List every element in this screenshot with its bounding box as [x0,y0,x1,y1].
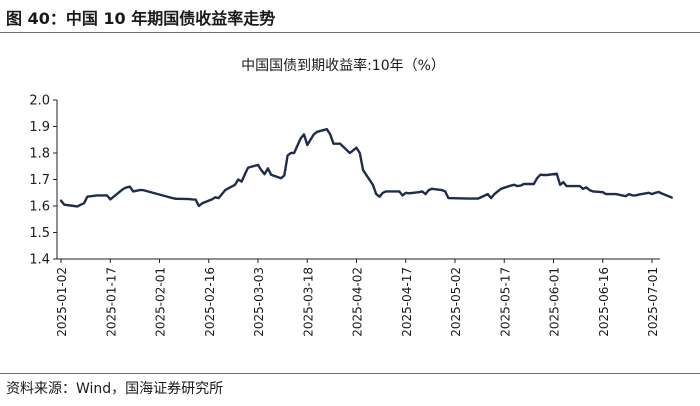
x-tick-label: 2025-06-16 [597,267,611,337]
y-tick-label: 1.5 [29,226,50,241]
figure-title: 图 40：中国 10 年期国债收益率走势 [6,9,276,28]
y-tick-label: 1.7 [29,173,50,188]
y-tick-label: 1.4 [29,253,50,268]
x-tick-label: 2025-05-02 [449,267,463,337]
source-note: 资料来源：Wind，国海证券研究所 [6,381,224,397]
y-axis-ticks: 1.4 1.5 1.6 1.7 1.8 1.9 2.0 [29,94,57,268]
x-tick-label: 2025-04-02 [351,267,365,337]
x-tick-label: 2025-07-01 [646,267,660,337]
x-tick-label: 2025-05-17 [498,267,512,337]
y-tick-label: 1.9 [29,120,50,135]
x-tick-label: 2025-06-01 [548,267,562,337]
footer-divider [0,373,700,374]
x-tick-label: 2025-02-16 [203,267,217,337]
y-tick-label: 1.6 [29,200,50,215]
line-chart: 中国国债到期收益率:10年（%） 1.4 1.5 1.6 1.7 1.8 1.9 2.0 2… [29,57,673,337]
y-tick-label: 1.8 [29,147,50,162]
x-tick-label: 2025-03-03 [252,267,266,337]
series-line-10y-yield [59,127,673,208]
x-tick-label: 2025-03-18 [301,267,315,337]
chart-title: 中国国债到期收益率:10年（%） [241,57,445,74]
figure-header: 图 40：中国 10 年期国债收益率走势 [0,0,700,33]
x-tick-label: 2025-01-02 [55,267,69,337]
x-tick-label: 2025-01-17 [104,267,118,337]
header-divider [0,32,700,33]
y-tick-label: 2.0 [29,94,50,109]
x-axis-ticks: 2025-01-02 2025-01-17 2025-02-01 2025-02-16… [55,259,660,337]
x-tick-label: 2025-02-01 [154,267,168,337]
x-tick-label: 2025-04-17 [400,267,414,337]
